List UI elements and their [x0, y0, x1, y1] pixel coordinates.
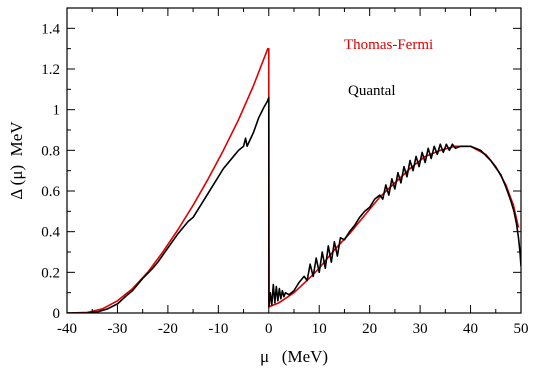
x-tick-label: 20 [362, 321, 377, 337]
x-axis-title: μ (MeV) [260, 347, 328, 366]
ticks-layer [66, 7, 522, 314]
tick-labels-layer: -40 -30 -20 -10 0 10 20 30 40 50 0 0.2 0.4 0.6 0.8 1 1.2… [41, 21, 528, 337]
x-tick-label: -20 [158, 321, 178, 337]
y-tick-label: 1 [53, 103, 61, 119]
y-tick-label: 0.2 [41, 265, 60, 281]
y-tick-label: 0.8 [41, 143, 60, 159]
y-tick-label: 0.4 [41, 225, 60, 241]
x-tick-label: 10 [312, 321, 327, 337]
legend-label-quantal: Quantal [348, 83, 395, 99]
x-tick-label: 0 [265, 321, 273, 337]
y-tick-label: 1.2 [41, 62, 60, 78]
series-line-quantal [67, 96, 521, 313]
x-tick-label: -40 [57, 321, 77, 337]
x-tick-label: -10 [208, 321, 228, 337]
legend-label-thomas-fermi: Thomas-Fermi [344, 37, 433, 53]
y-tick-label: 1.4 [41, 21, 60, 37]
x-tick-label: -30 [107, 321, 127, 337]
x-tick-label: 30 [413, 321, 428, 337]
y-tick-label: 0 [53, 306, 61, 322]
series-layer [67, 47, 521, 313]
y-axis-title: Δ (μ) MeV [7, 121, 26, 200]
y-tick-label: 0.6 [41, 184, 60, 200]
x-tick-label: 50 [514, 321, 529, 337]
x-tick-label: 40 [463, 321, 478, 337]
